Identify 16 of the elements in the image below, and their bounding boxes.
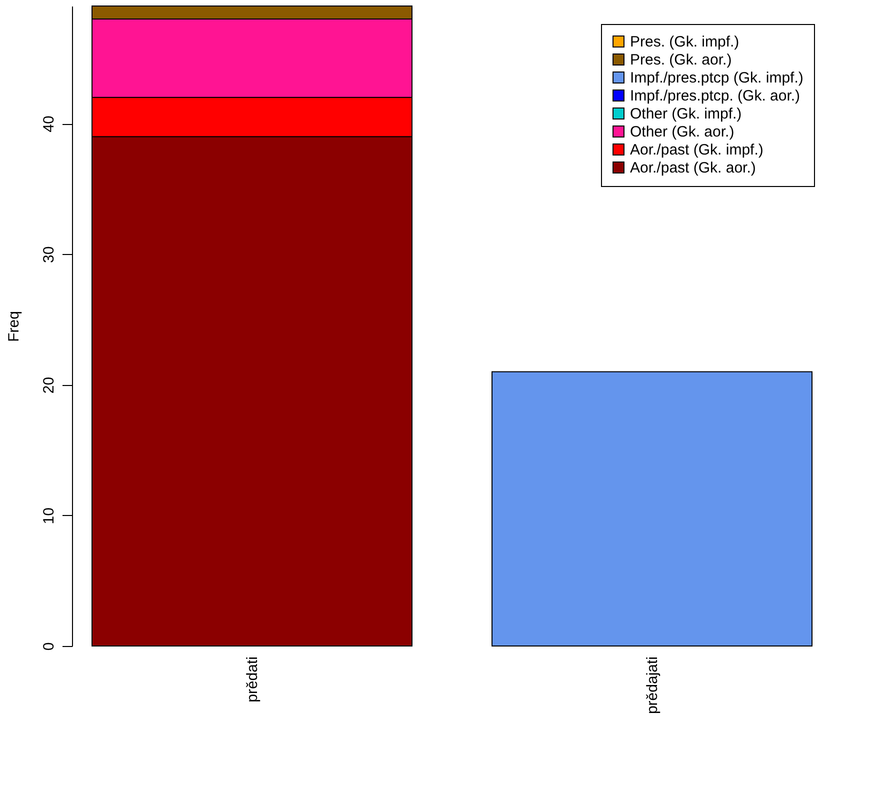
legend-label: Aor./past (Gk. aor.) [630, 160, 756, 176]
legend-label: Other (Gk. aor.) [630, 124, 734, 140]
y-tick-label: 30 [40, 246, 58, 264]
x-tick-label: prědati [244, 656, 261, 702]
legend-label: Pres. (Gk. impf.) [630, 34, 740, 50]
y-tick-label: 0 [40, 642, 58, 651]
legend-label: Impf./pres.ptcp. (Gk. aor.) [630, 88, 800, 104]
y-tick-label: 10 [40, 508, 58, 524]
y-axis-title: Freq [6, 311, 22, 342]
legend-label: Other (Gk. impf.) [630, 106, 742, 122]
legend-label: Impf./pres.ptcp (Gk. impf.) [630, 70, 804, 86]
y-tick-label: 20 [40, 376, 58, 394]
legend-label: Pres. (Gk. aor.) [630, 52, 732, 68]
legend-label: Aor./past (Gk. impf.) [630, 142, 764, 158]
y-tick-label: 40 [40, 116, 58, 132]
x-tick-label: prědajati [644, 656, 661, 714]
